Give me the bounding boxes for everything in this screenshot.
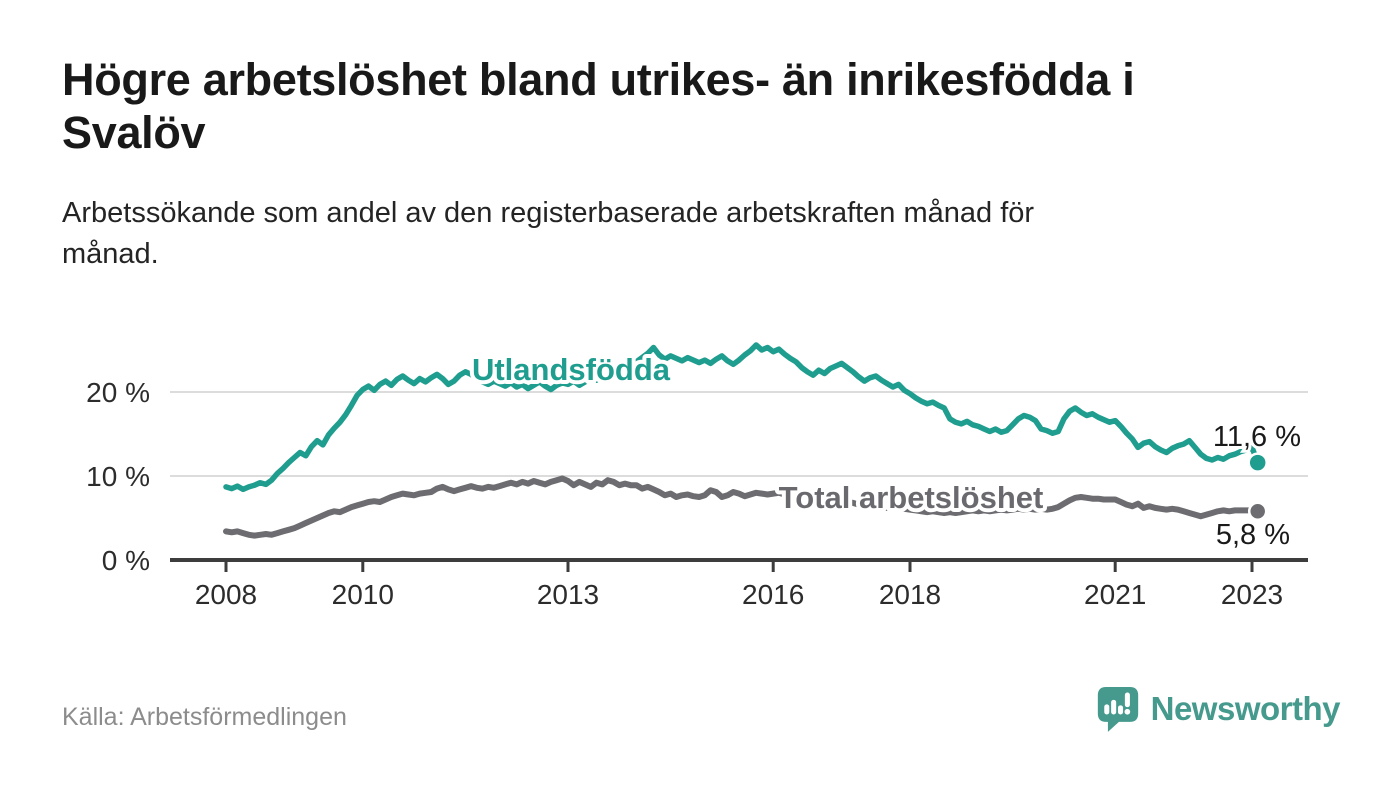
end-value-label-utlandsfodda: 11,6 % [1213,421,1301,453]
series-end-dot-0 [1247,452,1268,473]
y-axis-tick-label: 10 % [86,461,150,492]
x-axis-tick-label: 2018 [879,579,941,610]
bar-chart-glyph [1103,692,1130,715]
series-end-dot-1 [1247,501,1268,522]
series-label-total-arbetsloshet: Total arbetslöshet [779,480,1044,515]
y-axis-tick-label: 0 % [102,545,150,576]
y-axis-tick-label: 20 % [86,377,150,408]
x-axis-tick-label: 2013 [537,579,599,610]
brand-logo: Newsworthy [1096,685,1341,733]
gridlines [170,391,1308,477]
brand-name: Newsworthy [1150,690,1341,727]
series-line-0 [223,342,1261,493]
y-axis-labels: 0 % 10 % 20 % [86,377,150,576]
series-label-utlandsfodda: Utlandsfödda [472,352,671,387]
x-axis-tick-label: 2008 [195,579,257,610]
x-axis-tick-label: 2021 [1084,579,1146,610]
x-axis-labels: 2008 2010 2013 2016 2018 2021 2023 [195,579,1283,610]
page-title-line2: Svalöv [62,106,206,158]
page-subtitle-line1: Arbetssökande som andel av den registerb… [62,197,1035,229]
speech-bubble-bar-chart-icon [1097,687,1138,732]
page-title-line1: Högre arbetslöshet bland utrikes- än inr… [62,54,1135,105]
x-axis-ticks [224,560,1254,572]
x-axis-tick-label: 2023 [1221,579,1283,610]
page-subtitle-line2: månad. [62,237,159,270]
series-line-1 [223,475,1261,539]
x-axis-tick-label: 2016 [742,579,804,610]
source-note: Källa: Arbetsförmedlingen [62,703,347,731]
x-axis-tick-label: 2010 [332,579,394,610]
page-title: Högre arbetslöshet bland utrikes- än inr… [62,54,1135,159]
end-value-label-total-arbetsloshet: 5,8 % [1216,519,1290,551]
page-subtitle: Arbetssökande som andel av den registerb… [62,193,1034,274]
